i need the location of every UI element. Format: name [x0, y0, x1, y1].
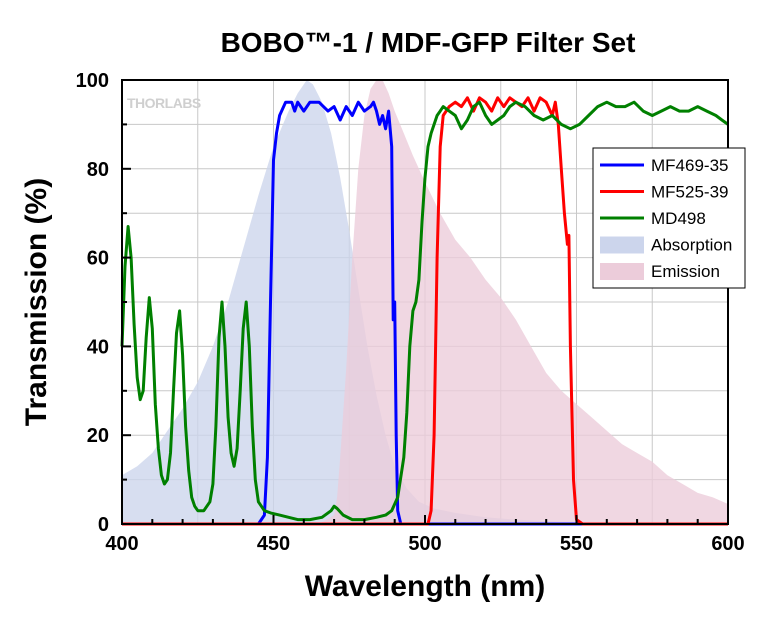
y-tick-label: 0	[98, 514, 109, 536]
legend-label-absorption: Absorption	[651, 236, 732, 255]
chart-title: BOBO™-1 / MDF-GFP Filter Set	[221, 27, 636, 58]
legend-label-emission: Emission	[651, 262, 720, 281]
filter-lines	[120, 96, 729, 526]
x-tick-label: 550	[560, 533, 593, 555]
x-tick-label: 600	[711, 533, 744, 555]
legend-swatch-emission	[600, 263, 644, 280]
y-tick-label: 100	[76, 70, 109, 92]
y-tick-label: 60	[87, 248, 109, 270]
series-line-md498	[120, 100, 729, 522]
series-line-mf525-39	[122, 96, 728, 526]
legend: MF469-35 MF525-39 MD498 Absorption Emission	[592, 147, 746, 289]
x-tick-label: 500	[408, 533, 441, 555]
series-line-mf469-35	[122, 100, 728, 526]
y-tick-label: 40	[87, 336, 109, 358]
y-tick-label: 80	[87, 159, 109, 181]
legend-label-mf525-39: MF525-39	[651, 183, 728, 202]
x-tick-label: 450	[257, 533, 290, 555]
watermark-logo: THORLABS	[127, 95, 201, 111]
x-axis-title: Wavelength (nm)	[305, 570, 546, 603]
legend-label-md498: MD498	[651, 209, 706, 228]
y-tick-label: 20	[87, 425, 109, 447]
x-tick-label: 400	[105, 533, 138, 555]
legend-swatch-absorption	[600, 236, 644, 254]
series-area-emission	[122, 80, 728, 524]
legend-label-mf469-35: MF469-35	[651, 156, 728, 175]
y-axis-title: Transmission (%)	[20, 178, 53, 426]
axis-ticks: 400 450 500 550 600 0 20 40 60 80 100	[76, 70, 745, 555]
